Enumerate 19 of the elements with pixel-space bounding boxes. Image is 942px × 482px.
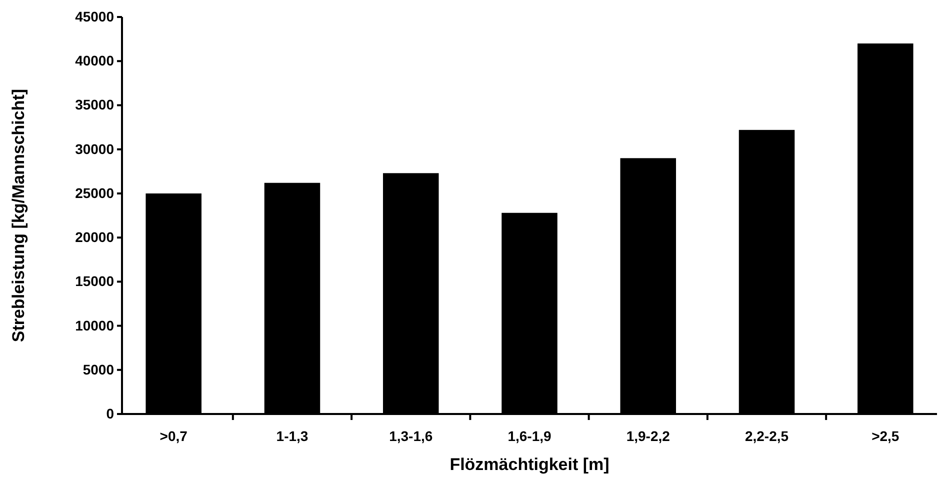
x-tick-label: >2,5 bbox=[872, 428, 900, 444]
x-tick-label: 1-1,3 bbox=[276, 428, 308, 444]
y-tick-label: 45000 bbox=[75, 8, 114, 24]
x-tick-label: 1,3-1,6 bbox=[389, 428, 433, 444]
y-tick-label: 20000 bbox=[75, 229, 114, 246]
y-tick-label: 15000 bbox=[75, 273, 114, 290]
y-tick-label: 0 bbox=[106, 405, 114, 422]
y-tick-label: 30000 bbox=[75, 140, 114, 157]
y-axis-title: Strebleistung [kg/Mannschicht] bbox=[9, 88, 28, 342]
x-axis-title: Flözmächtigkeit [m] bbox=[450, 455, 610, 474]
y-tick-label: 40000 bbox=[75, 52, 114, 69]
y-tick-label: 10000 bbox=[75, 317, 114, 334]
x-tick-label: 1,9-2,2 bbox=[626, 428, 670, 444]
y-tick-label: 35000 bbox=[75, 96, 114, 113]
y-tick-label: 25000 bbox=[75, 184, 114, 201]
y-tick-label: 5000 bbox=[82, 361, 114, 378]
x-tick-label: 2,2-2,5 bbox=[744, 428, 789, 444]
x-tick-label: >0,7 bbox=[160, 428, 188, 444]
x-tick-label: 1,6-1,9 bbox=[508, 428, 552, 444]
